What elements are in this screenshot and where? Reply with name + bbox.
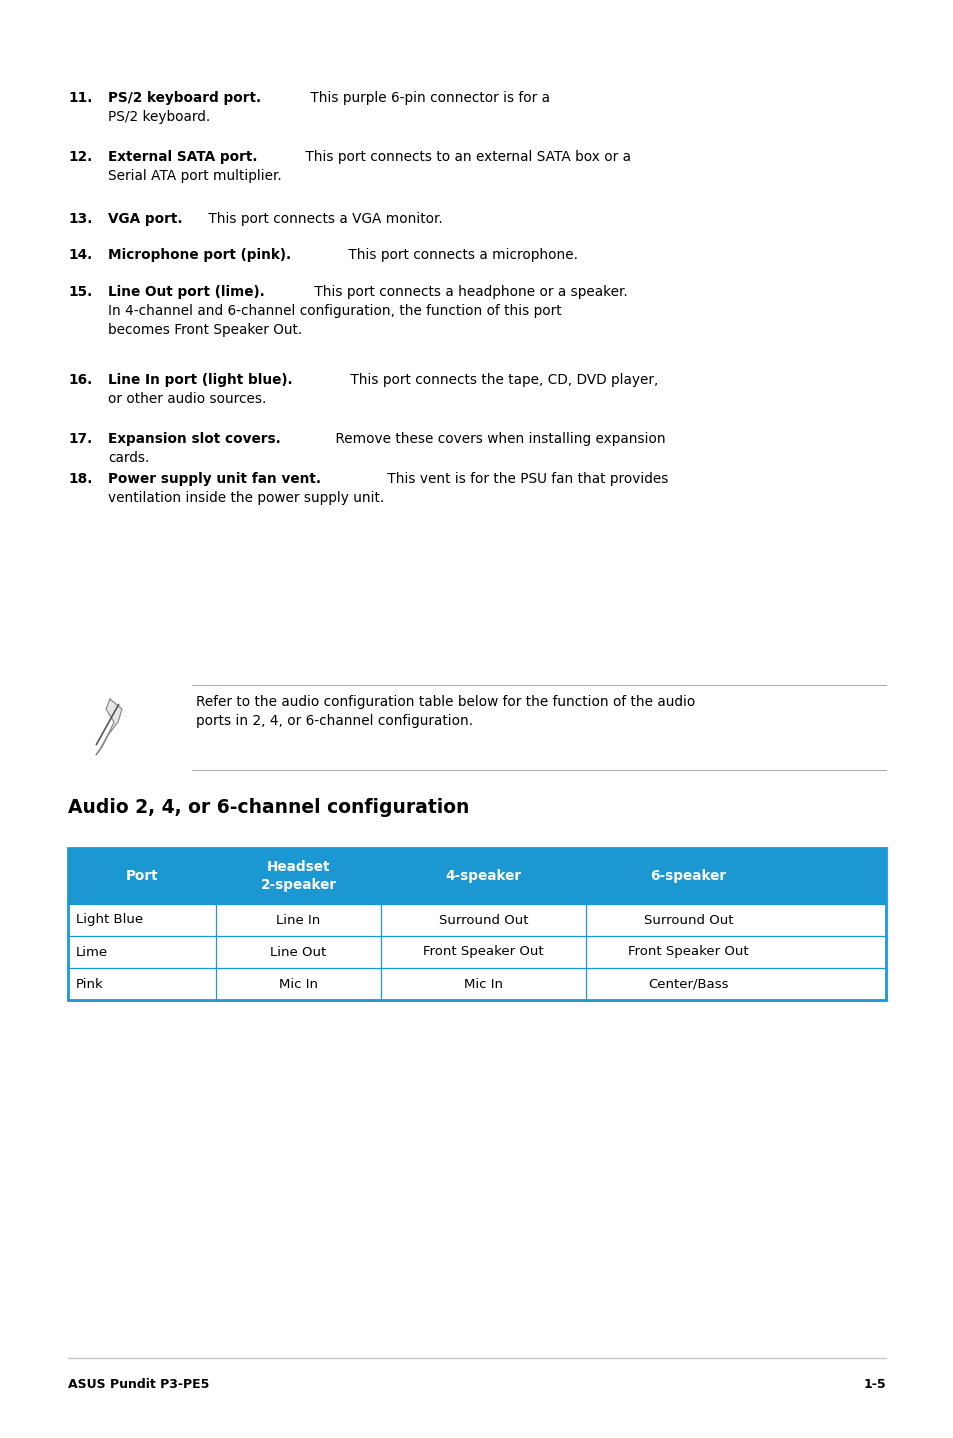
Text: Center/Bass: Center/Bass: [648, 978, 728, 991]
Text: Microphone port (pink).: Microphone port (pink).: [108, 247, 291, 262]
Text: Audio 2, 4, or 6-channel configuration: Audio 2, 4, or 6-channel configuration: [68, 798, 469, 817]
Text: ventilation inside the power supply unit.: ventilation inside the power supply unit…: [108, 490, 384, 505]
Text: 15.: 15.: [68, 285, 92, 299]
Text: This purple 6-pin connector is for a: This purple 6-pin connector is for a: [305, 91, 549, 105]
Text: PS/2 keyboard.: PS/2 keyboard.: [108, 109, 210, 124]
Text: Front Speaker Out: Front Speaker Out: [627, 946, 748, 959]
Text: 16.: 16.: [68, 372, 92, 387]
Text: 18.: 18.: [68, 472, 92, 486]
Bar: [68, 905, 885, 936]
Bar: [68, 968, 885, 999]
Text: 17.: 17.: [68, 431, 92, 446]
Text: 1-5: 1-5: [862, 1378, 885, 1391]
Text: This port connects the tape, CD, DVD player,: This port connects the tape, CD, DVD pla…: [346, 372, 658, 387]
Text: External SATA port.: External SATA port.: [108, 150, 257, 164]
Text: ASUS Pundit P3-PE5: ASUS Pundit P3-PE5: [68, 1378, 209, 1391]
Text: Line Out: Line Out: [270, 946, 326, 959]
Text: 14.: 14.: [68, 247, 92, 262]
Text: Lime: Lime: [76, 946, 108, 959]
Text: VGA port.: VGA port.: [108, 211, 182, 226]
Text: Line Out port (lime).: Line Out port (lime).: [108, 285, 265, 299]
Text: ports in 2, 4, or 6-channel configuration.: ports in 2, 4, or 6-channel configuratio…: [195, 715, 473, 728]
Text: Mic In: Mic In: [278, 978, 317, 991]
Text: 11.: 11.: [68, 91, 92, 105]
Text: This vent is for the PSU fan that provides: This vent is for the PSU fan that provid…: [382, 472, 667, 486]
Bar: [68, 848, 885, 905]
Text: This port connects a VGA monitor.: This port connects a VGA monitor.: [204, 211, 442, 226]
Text: or other audio sources.: or other audio sources.: [108, 393, 266, 406]
Text: Line In port (light blue).: Line In port (light blue).: [108, 372, 293, 387]
Text: Front Speaker Out: Front Speaker Out: [423, 946, 543, 959]
Text: 12.: 12.: [68, 150, 92, 164]
Text: cards.: cards.: [108, 452, 150, 464]
Text: This port connects a headphone or a speaker.: This port connects a headphone or a spea…: [310, 285, 627, 299]
Text: Remove these covers when installing expansion: Remove these covers when installing expa…: [331, 431, 665, 446]
Text: Pink: Pink: [76, 978, 104, 991]
Text: Mic In: Mic In: [463, 978, 502, 991]
Bar: [68, 848, 885, 999]
Text: Serial ATA port multiplier.: Serial ATA port multiplier.: [108, 170, 281, 183]
Text: Expansion slot covers.: Expansion slot covers.: [108, 431, 280, 446]
Text: Power supply unit fan vent.: Power supply unit fan vent.: [108, 472, 320, 486]
Text: 6-speaker: 6-speaker: [650, 869, 726, 883]
Text: Light Blue: Light Blue: [76, 913, 143, 926]
Text: Surround Out: Surround Out: [438, 913, 528, 926]
Bar: [68, 936, 885, 968]
Polygon shape: [96, 699, 122, 755]
Text: In 4-channel and 6-channel configuration, the function of this port: In 4-channel and 6-channel configuration…: [108, 303, 561, 318]
Text: This port connects a microphone.: This port connects a microphone.: [344, 247, 578, 262]
Text: PS/2 keyboard port.: PS/2 keyboard port.: [108, 91, 261, 105]
Text: becomes Front Speaker Out.: becomes Front Speaker Out.: [108, 324, 302, 336]
Text: Surround Out: Surround Out: [643, 913, 733, 926]
Text: Line In: Line In: [276, 913, 320, 926]
Text: Port: Port: [126, 869, 158, 883]
Text: Headset
2-speaker: Headset 2-speaker: [260, 860, 336, 892]
Text: Refer to the audio configuration table below for the function of the audio: Refer to the audio configuration table b…: [195, 695, 695, 709]
Text: 4-speaker: 4-speaker: [445, 869, 521, 883]
Text: 13.: 13.: [68, 211, 92, 226]
Text: This port connects to an external SATA box or a: This port connects to an external SATA b…: [300, 150, 630, 164]
